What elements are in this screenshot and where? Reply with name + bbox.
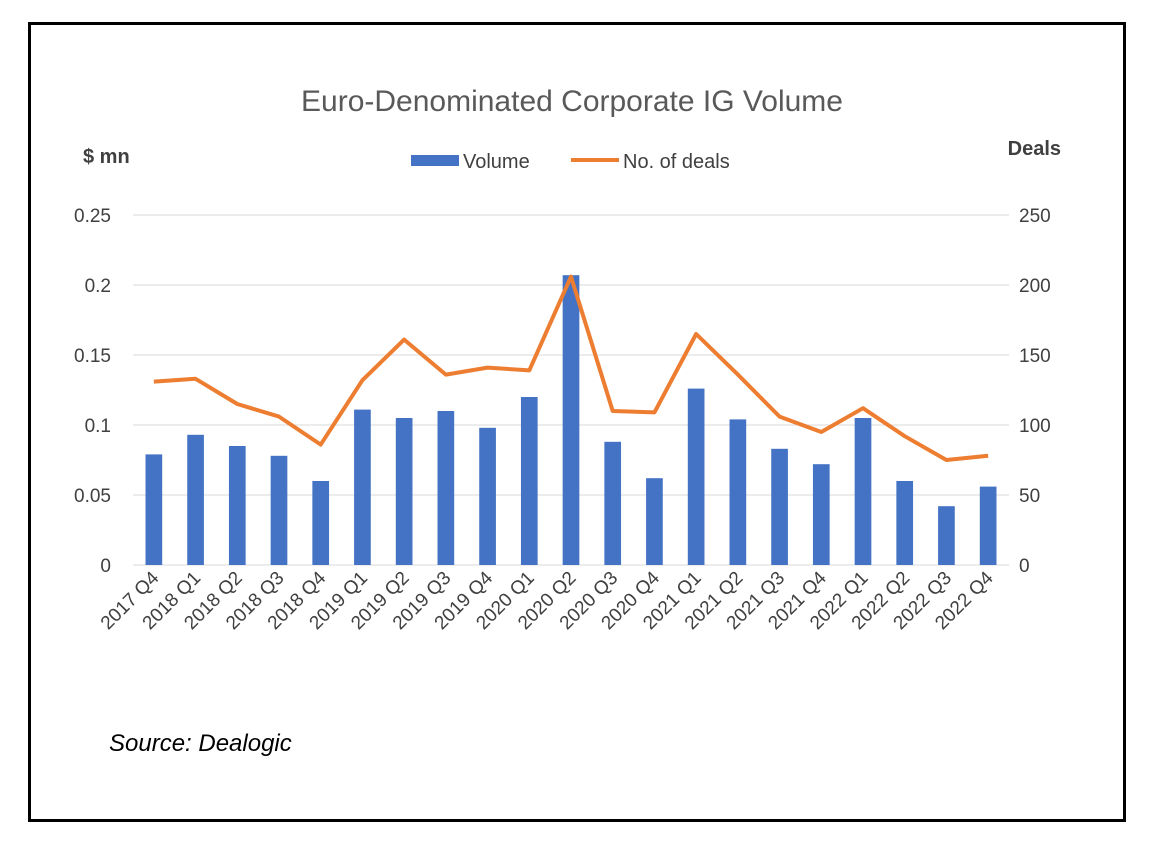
legend: Volume No. of deals	[411, 151, 730, 173]
volume-bar	[228, 446, 246, 565]
volume-bar	[604, 441, 622, 565]
right-axis-ticks: 0 50 100 150 200 250	[1019, 206, 1051, 577]
volume-bar	[479, 427, 496, 565]
volume-bar	[187, 434, 204, 565]
right-tick-label: 200	[1019, 276, 1051, 297]
left-tick-label: 0.15	[74, 346, 111, 367]
volume-bar	[395, 418, 413, 565]
right-tick-label: 250	[1019, 206, 1051, 227]
left-tick-label: 0	[100, 556, 111, 577]
volume-bar	[354, 409, 371, 565]
legend-label-deals: No. of deals	[623, 151, 730, 173]
left-tick-label: 0.05	[74, 486, 111, 507]
combo-chart: Euro-Denominated Corporate IG Volume $ m…	[74, 85, 1061, 757]
volume-bar	[312, 481, 330, 565]
volume-bar	[687, 388, 705, 565]
right-axis-unit: Deals	[1008, 138, 1061, 160]
volume-bar	[729, 419, 747, 565]
legend-swatch-volume	[411, 155, 459, 166]
deals-line-path	[153, 274, 989, 462]
volume-bar	[646, 478, 663, 565]
volume-bar	[520, 397, 538, 565]
volume-bar	[437, 411, 455, 565]
chart-frame: Euro-Denominated Corporate IG Volume $ m…	[28, 22, 1126, 822]
volume-bar	[979, 486, 997, 565]
volume-bar	[270, 455, 288, 565]
left-axis-unit: $ mn	[83, 146, 130, 168]
right-tick-label: 50	[1019, 486, 1040, 507]
legend-label-volume: Volume	[463, 151, 530, 173]
right-tick-label: 150	[1019, 346, 1051, 367]
volume-bar	[896, 481, 914, 565]
volume-bars	[145, 275, 997, 565]
left-axis-ticks: 0 0.05 0.1 0.15 0.2 0.25	[74, 206, 111, 577]
left-tick-label: 0.1	[85, 416, 111, 437]
volume-bar	[854, 418, 872, 565]
volume-bar	[145, 454, 163, 565]
volume-bar	[562, 275, 580, 565]
left-tick-label: 0.2	[85, 276, 111, 297]
right-tick-label: 0	[1019, 556, 1030, 577]
right-tick-label: 100	[1019, 416, 1051, 437]
volume-bar	[812, 464, 830, 565]
source-note: Source: Dealogic	[109, 730, 292, 757]
volume-bar	[771, 448, 788, 565]
left-tick-label: 0.25	[74, 206, 111, 227]
deals-line	[153, 274, 989, 462]
volume-bar	[938, 506, 955, 565]
chart-title: Euro-Denominated Corporate IG Volume	[301, 85, 843, 118]
